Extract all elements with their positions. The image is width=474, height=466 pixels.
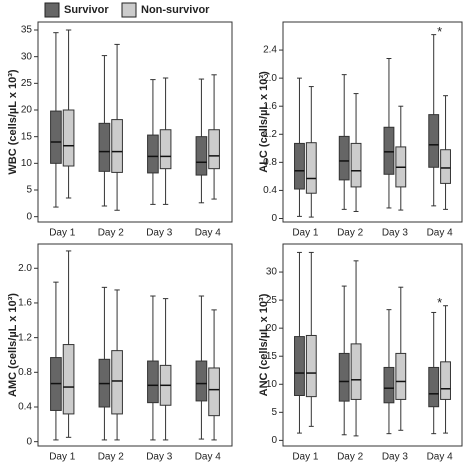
y-tick-label: 2.0 — [263, 73, 277, 84]
plot-frame — [37, 21, 233, 223]
x-tick-label: Day 3 — [382, 228, 409, 239]
x-tick-label: Day 1 — [292, 228, 319, 239]
box — [440, 149, 451, 184]
x-tick-label: Day 1 — [49, 228, 76, 239]
x-tick-label: Day 3 — [146, 452, 173, 463]
y-tick-label: 1.2 — [18, 332, 32, 343]
x-tick-label: Day 2 — [337, 228, 364, 239]
x-tick-label: Day 4 — [427, 228, 454, 239]
annotation: * — [437, 24, 442, 39]
box — [159, 129, 172, 170]
y-axis-label: AMC (cells/µL x 10³) — [7, 293, 19, 397]
x-tick-label: Day 4 — [195, 452, 222, 463]
y-tick-label: 25 — [21, 78, 33, 89]
box — [338, 135, 350, 181]
plot-frame — [282, 21, 463, 223]
y-tick-label: 10 — [21, 158, 33, 169]
box — [350, 142, 362, 188]
box — [50, 110, 62, 164]
plot-frame — [282, 243, 463, 447]
box — [395, 352, 407, 400]
plot-frame — [37, 243, 233, 447]
box — [294, 142, 305, 190]
box — [383, 366, 395, 404]
y-tick-label: 15 — [21, 131, 33, 142]
box — [111, 350, 123, 415]
y-axis-label: ANC (cells/µL x 10³) — [258, 293, 270, 396]
y-tick-label: 0.8 — [263, 157, 277, 168]
legend-swatch — [44, 2, 60, 18]
x-tick-label: Day 2 — [337, 452, 364, 463]
y-tick-label: 30 — [21, 51, 33, 62]
y-tick-label: 0.4 — [18, 402, 32, 413]
x-tick-label: Day 3 — [382, 452, 409, 463]
box — [147, 134, 159, 174]
legend-label: Non-survivor — [141, 4, 210, 16]
box — [440, 361, 451, 400]
box — [111, 119, 123, 173]
y-tick-label: 1.6 — [263, 101, 277, 112]
y-tick-label: 15 — [266, 351, 278, 362]
y-tick-label: 0 — [26, 436, 32, 447]
box — [428, 114, 440, 168]
y-tick-label: 1.2 — [263, 129, 277, 140]
y-tick-label: 10 — [266, 379, 278, 390]
y-tick-label: 20 — [21, 105, 33, 116]
box — [62, 344, 75, 415]
x-tick-label: Day 1 — [292, 452, 319, 463]
box — [428, 366, 440, 408]
y-tick-label: 5 — [26, 185, 32, 196]
box — [305, 334, 317, 398]
y-tick-label: 0.4 — [263, 185, 277, 196]
legend-swatch — [121, 2, 137, 18]
y-tick-label: 0 — [271, 435, 277, 446]
y-tick-label: 0 — [26, 211, 32, 222]
x-tick-label: Day 2 — [98, 228, 125, 239]
box — [147, 360, 159, 404]
y-tick-label: 5 — [271, 407, 277, 418]
y-axis-label: ALC (cells/µL x 10³) — [258, 71, 270, 173]
box — [208, 367, 220, 417]
y-tick-label: 20 — [266, 323, 278, 334]
annotation: * — [437, 295, 442, 310]
box — [208, 129, 220, 170]
y-axis-label: WBC (cells/µL x 10³) — [7, 69, 19, 174]
x-tick-label: Day 1 — [49, 452, 76, 463]
box — [98, 122, 111, 172]
box — [294, 336, 305, 397]
box — [383, 126, 395, 175]
x-tick-label: Day 3 — [146, 228, 173, 239]
box — [305, 142, 317, 194]
box — [62, 109, 75, 167]
x-tick-label: Day 2 — [98, 452, 125, 463]
x-tick-label: Day 4 — [427, 452, 454, 463]
box — [338, 352, 350, 402]
y-tick-label: 2.0 — [18, 263, 32, 274]
y-tick-label: 0 — [271, 213, 277, 224]
box — [195, 136, 208, 176]
y-tick-label: 25 — [266, 295, 278, 306]
y-tick-label: 0.8 — [18, 367, 32, 378]
box — [195, 360, 208, 402]
box — [350, 343, 362, 400]
y-tick-label: 1.6 — [18, 298, 32, 309]
y-tick-label: 30 — [266, 267, 278, 278]
y-tick-label: 35 — [21, 25, 33, 36]
y-tick-label: 2.4 — [263, 45, 277, 56]
x-tick-label: Day 4 — [195, 228, 222, 239]
legend-label: Survivor — [64, 4, 109, 16]
